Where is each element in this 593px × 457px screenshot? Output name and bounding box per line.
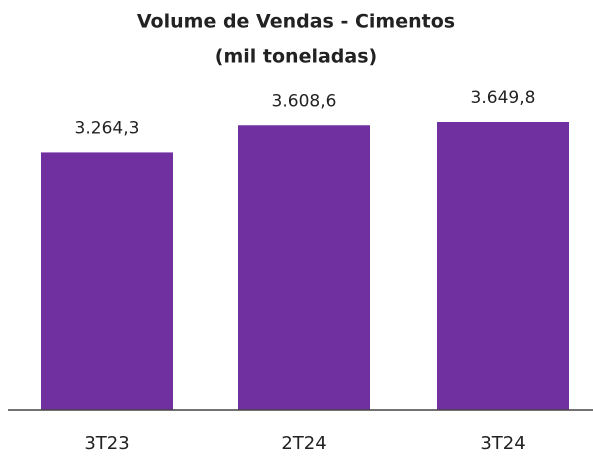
chart-subtitle: (mil toneladas) bbox=[215, 46, 377, 68]
x-tick-label: 3T23 bbox=[84, 433, 129, 454]
value-label: 3.608,6 bbox=[272, 91, 337, 111]
value-label: 3.264,3 bbox=[75, 118, 140, 138]
value-label: 3.649,8 bbox=[471, 88, 536, 108]
bar bbox=[238, 125, 370, 410]
x-tick-label: 3T24 bbox=[480, 433, 525, 454]
chart-title: Volume de Vendas - Cimentos bbox=[137, 11, 455, 33]
x-tick-label: 2T24 bbox=[281, 433, 326, 454]
bar bbox=[41, 152, 173, 411]
bar bbox=[437, 122, 569, 410]
